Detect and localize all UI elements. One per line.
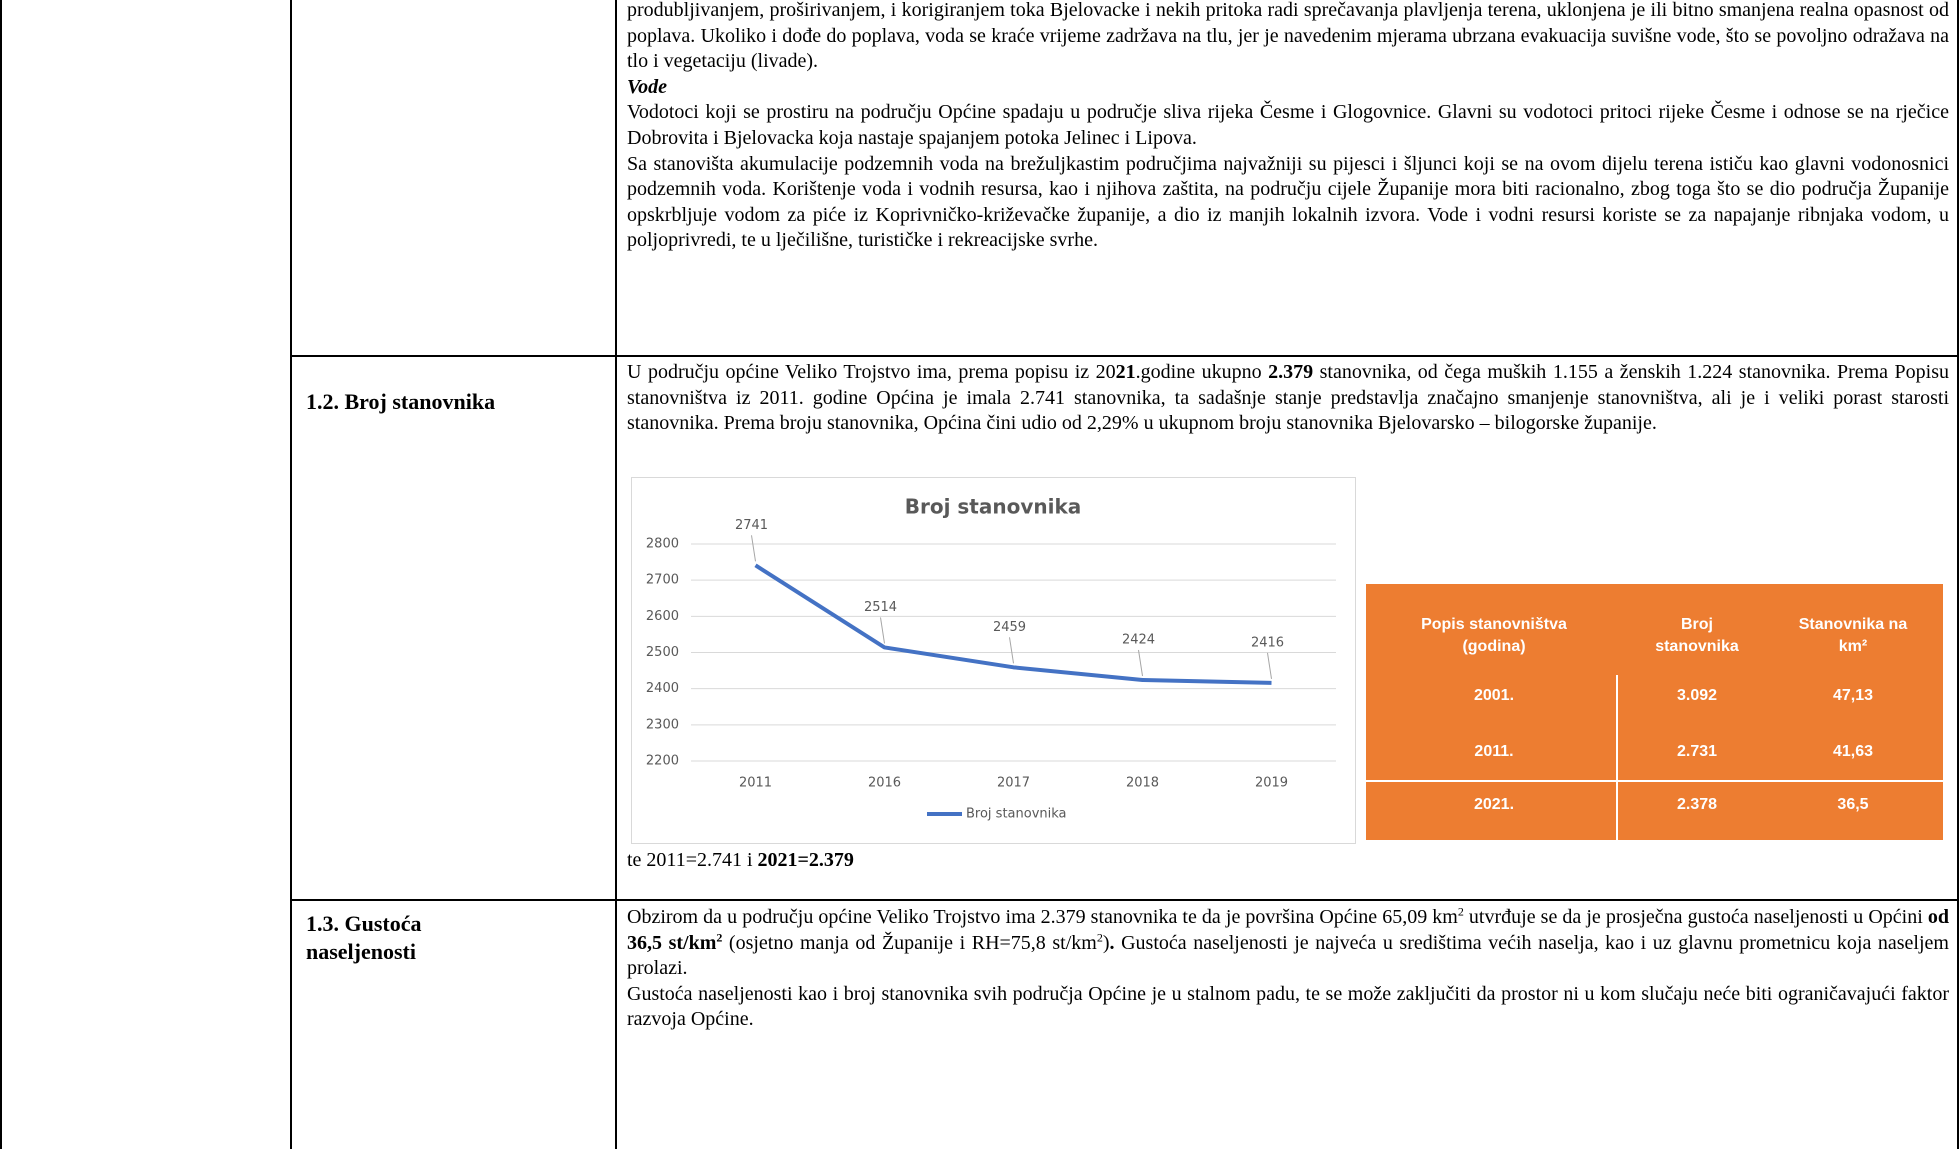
label-leader bbox=[1009, 637, 1014, 664]
text: .godine ukupno bbox=[1135, 361, 1269, 383]
table-cell: 41,63 bbox=[1832, 743, 1874, 760]
table-cell: 2.378 bbox=[1676, 796, 1718, 813]
legend-label: Broj stanovnika bbox=[966, 807, 1067, 822]
text: . bbox=[1109, 931, 1115, 954]
text: utvrđuje se da je prosječna gustoća nase… bbox=[1463, 906, 1928, 928]
row-2-footer: te 2011=2.741 i 2021=2.379 bbox=[627, 848, 1949, 874]
text: stanovnika, od čega muških 1.155 a žensk… bbox=[627, 361, 1950, 435]
text: 2021=2.379 bbox=[757, 849, 854, 871]
text: 21 bbox=[1115, 361, 1136, 383]
row-2-text: U području općine Veliko Trojstvo ima, p… bbox=[627, 360, 1949, 437]
y-tick-label: 2500 bbox=[646, 645, 679, 660]
text: U području općine Veliko Trojstvo ima, p… bbox=[627, 361, 1116, 383]
table-header: Broj stanovnika bbox=[1655, 616, 1739, 655]
paragraph: produbljivanjem, proširivanjem, i korigi… bbox=[627, 0, 1949, 73]
text: 1.3. Gustoća naseljenosti bbox=[306, 911, 422, 964]
table-header: Popis stanovništva (godina) bbox=[1421, 616, 1567, 655]
text: Obzirom da u području općine Veliko Troj… bbox=[627, 906, 1458, 928]
text: 2 bbox=[1457, 904, 1464, 919]
label-leader bbox=[1267, 652, 1272, 679]
x-tick-label: 2017 bbox=[997, 776, 1030, 791]
paragraph: te 2011=2.741 i 2021=2.379 bbox=[627, 848, 1949, 874]
x-tick-label: 2019 bbox=[1255, 776, 1288, 791]
row-1-text: produbljivanjem, proširivanjem, i korigi… bbox=[627, 0, 1949, 254]
x-tick-label: 2011 bbox=[739, 776, 772, 791]
label-leader bbox=[751, 535, 756, 562]
table-divider bbox=[1366, 780, 1943, 782]
data-label: 2514 bbox=[864, 600, 897, 615]
heading: Vode bbox=[627, 75, 667, 98]
y-tick-label: 2700 bbox=[646, 573, 679, 588]
row-label: 1.2. Broj stanovnika bbox=[306, 389, 496, 414]
text: (osjetno manja od Županije i RH=75,8 st/… bbox=[722, 931, 1097, 954]
paragraph: Gustoća naseljenosti kao i broj stanovni… bbox=[627, 982, 1949, 1031]
border bbox=[615, 0, 617, 1149]
y-tick-label: 2800 bbox=[646, 537, 679, 552]
table-cell: 2021. bbox=[1473, 796, 1515, 813]
text: ) bbox=[1102, 931, 1110, 954]
border bbox=[290, 899, 1959, 901]
y-tick-label: 2400 bbox=[646, 681, 679, 696]
y-tick-label: 2200 bbox=[646, 754, 679, 769]
table-cell: 47,13 bbox=[1832, 687, 1874, 704]
border bbox=[0, 0, 2, 1149]
table-cell: 2001. bbox=[1473, 687, 1515, 704]
chart-title: Broj stanovnika bbox=[905, 495, 1082, 519]
row-label: 1.3. Gustoća naseljenosti bbox=[306, 910, 526, 966]
text: Gustoća naseljenosti je najveća u središ… bbox=[627, 931, 1949, 980]
x-tick-label: 2018 bbox=[1126, 776, 1159, 791]
population-table: Popis stanovništva (godina) Broj stanovni… bbox=[1366, 584, 1943, 840]
paragraph: Obzirom da u području općine Veliko Troj… bbox=[627, 905, 1949, 982]
border bbox=[290, 0, 292, 1149]
paragraph: Sa stanovišta akumulacije podzemnih voda… bbox=[627, 152, 1949, 252]
border bbox=[1957, 0, 1959, 1149]
table-cell: 36,5 bbox=[1837, 796, 1869, 813]
table-cell: 3.092 bbox=[1676, 687, 1718, 704]
row-3-text: Obzirom da u području općine Veliko Troj… bbox=[627, 905, 1949, 1033]
paragraph: U području općine Veliko Trojstvo ima, p… bbox=[627, 360, 1949, 437]
text: od 36,5 st/km bbox=[627, 906, 1950, 954]
text: 2.379 bbox=[1268, 361, 1314, 383]
y-tick-label: 2600 bbox=[646, 609, 679, 624]
data-label: 2741 bbox=[735, 518, 768, 533]
table-cell: 2011. bbox=[1474, 743, 1514, 760]
label-leader bbox=[1138, 649, 1143, 677]
text: 2 bbox=[716, 929, 723, 944]
paragraph: Vodotoci koji se prostiru na području Op… bbox=[627, 101, 1949, 149]
x-tick-label: 2016 bbox=[868, 776, 901, 791]
y-tick-label: 2300 bbox=[646, 717, 679, 732]
table-divider bbox=[1616, 675, 1618, 840]
data-label: 2424 bbox=[1122, 632, 1155, 647]
label-leader bbox=[880, 617, 885, 644]
chart: Broj stanovnika 2200 2300 2400 2500 2600 2700… bbox=[631, 477, 1356, 844]
data-label: 2416 bbox=[1251, 635, 1284, 650]
border bbox=[290, 355, 1959, 357]
text: 2 bbox=[1096, 929, 1103, 944]
text: te 2011=2.741 i bbox=[627, 849, 758, 871]
table-cell: 2.731 bbox=[1676, 743, 1718, 760]
data-label: 2459 bbox=[993, 620, 1026, 635]
table-header: Stanovnika na km² bbox=[1798, 616, 1908, 655]
series-line bbox=[754, 563, 1272, 685]
